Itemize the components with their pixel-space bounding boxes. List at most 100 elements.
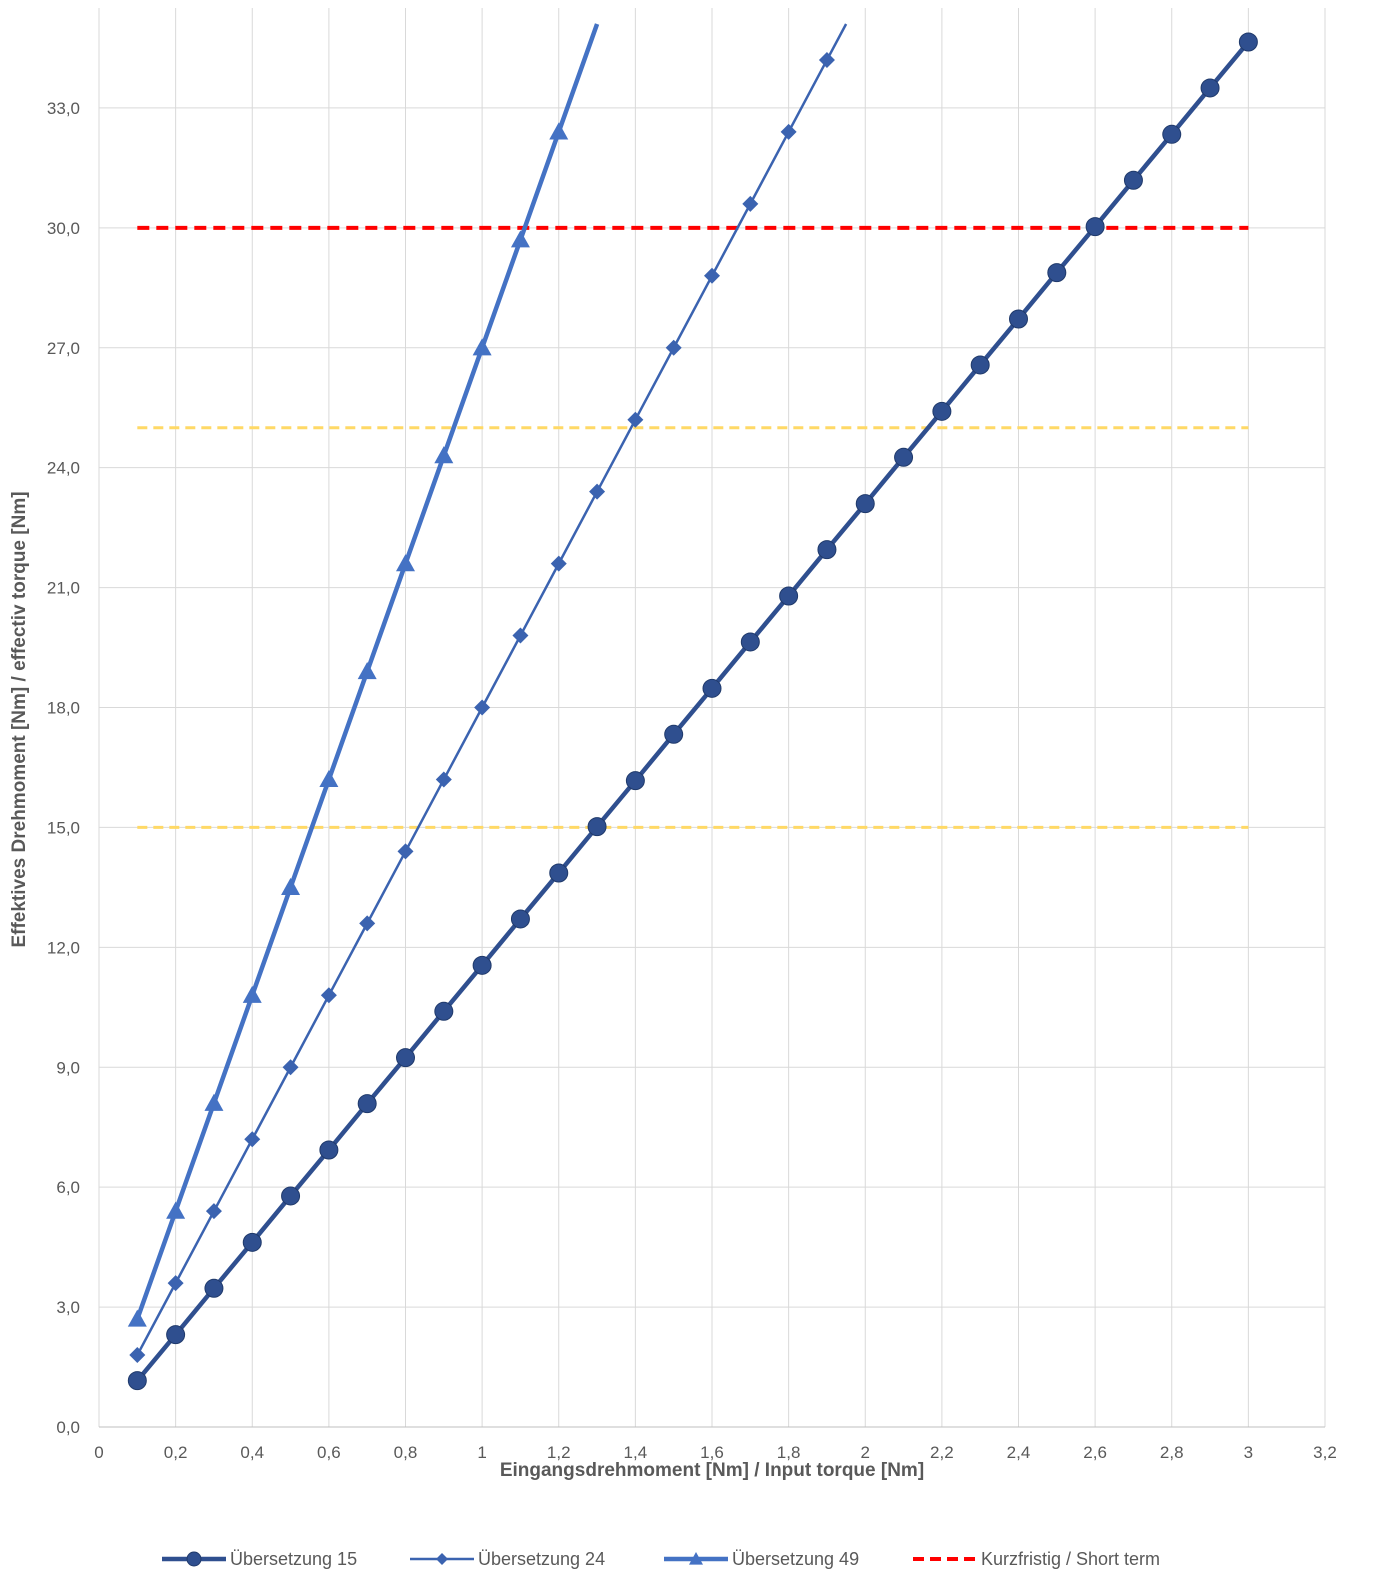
data-point-marker — [855, 494, 875, 514]
data-point-marker — [186, 1551, 202, 1567]
x-tick-label: 0,4 — [240, 1443, 264, 1462]
data-point-marker — [627, 411, 644, 428]
x-tick-label: 2,8 — [1160, 1443, 1184, 1462]
data-point-marker — [549, 122, 569, 140]
data-point-marker — [512, 627, 529, 644]
data-point-marker — [702, 678, 722, 698]
x-tick-label: 0,2 — [164, 1443, 188, 1462]
data-point-marker — [436, 1553, 448, 1565]
data-point-marker — [1123, 170, 1143, 190]
legend-item: Kurzfristig / Short term — [913, 1549, 1160, 1569]
x-tick-label: 1,2 — [547, 1443, 571, 1462]
series-group — [129, 23, 848, 1364]
data-point-marker — [472, 338, 492, 356]
data-point-marker — [359, 915, 376, 932]
data-point-marker — [396, 1048, 415, 1068]
series-line — [136, 23, 848, 1356]
data-point-marker — [1162, 124, 1182, 144]
x-axis-title: Eingangsdrehmoment [Nm] / Input torque [… — [500, 1460, 924, 1481]
x-tick-label: 1,4 — [624, 1443, 648, 1462]
data-point-marker — [1009, 309, 1028, 329]
data-point-marker — [357, 662, 377, 680]
data-point-marker — [894, 447, 914, 467]
data-point-marker — [320, 987, 337, 1004]
data-point-marker — [742, 195, 759, 212]
y-tick-label: 30,0 — [47, 219, 80, 238]
data-point-marker — [704, 267, 720, 284]
data-point-marker — [204, 1278, 224, 1298]
data-point-marker — [474, 699, 491, 716]
data-point-marker — [244, 1131, 261, 1148]
y-tick-label: 12,0 — [47, 938, 80, 957]
data-point-marker — [319, 769, 339, 788]
data-point-marker — [282, 1059, 299, 1076]
data-point-marker — [689, 1552, 703, 1565]
data-point-marker — [665, 339, 682, 356]
x-tick-label: 0,6 — [317, 1443, 341, 1462]
data-point-marker — [434, 446, 454, 464]
data-point-marker — [817, 540, 837, 560]
x-tick-label: 2 — [861, 1443, 870, 1462]
x-tick-label: 2,2 — [930, 1443, 954, 1462]
data-point-marker — [1238, 32, 1258, 52]
y-tick-label: 0,0 — [56, 1418, 80, 1437]
data-point-marker — [396, 554, 415, 572]
data-point-marker — [205, 1203, 222, 1220]
data-point-marker — [1047, 263, 1067, 283]
x-tick-label: 2,6 — [1083, 1443, 1107, 1462]
y-tick-label: 24,0 — [47, 459, 80, 478]
data-point-marker — [818, 51, 835, 68]
y-tick-label: 6,0 — [56, 1178, 80, 1197]
data-point-marker — [549, 863, 569, 883]
data-point-marker — [167, 1275, 184, 1292]
legend: Übersetzung 15 Übersetzung 24 Übersetzung … — [162, 1549, 1160, 1569]
data-point-marker — [1085, 217, 1105, 237]
y-tick-label: 15,0 — [47, 818, 80, 837]
series-layer — [127, 23, 1258, 1391]
data-point-marker — [587, 817, 607, 837]
data-point-marker — [127, 1309, 147, 1327]
legend-item: Übersetzung 24 — [410, 1549, 605, 1569]
data-point-marker — [319, 1140, 339, 1160]
data-point-marker — [1200, 78, 1220, 98]
data-point-marker — [780, 123, 797, 140]
y-tick-label: 18,0 — [47, 699, 80, 718]
y-tick-label: 3,0 — [56, 1298, 80, 1317]
data-point-marker — [281, 877, 301, 895]
x-tick-label: 3 — [1244, 1443, 1253, 1462]
reference-lines-layer — [137, 225, 1249, 829]
x-tick-label: 3,2 — [1313, 1443, 1337, 1462]
data-point-marker — [127, 1371, 147, 1391]
data-point-marker — [510, 230, 530, 248]
legend-label: Übersetzung 49 — [732, 1549, 859, 1569]
data-point-marker — [166, 1325, 186, 1345]
data-point-marker — [357, 1094, 377, 1114]
data-point-marker — [510, 909, 530, 929]
data-point-marker — [779, 586, 799, 606]
series-line — [135, 40, 1251, 1383]
x-tick-label: 1 — [477, 1443, 486, 1462]
y-tick-label: 9,0 — [56, 1058, 80, 1077]
data-point-marker — [550, 555, 567, 572]
x-tick-label: 1,8 — [777, 1443, 801, 1462]
x-tick-label: 0,8 — [394, 1443, 418, 1462]
series-group — [127, 32, 1258, 1391]
data-point-marker — [664, 724, 684, 744]
data-point-marker — [204, 1093, 224, 1111]
x-tick-label: 2,4 — [1007, 1443, 1031, 1462]
axis-layer: 0 0,2 0,4 0,6 0,8 1 1,2 1,4 1,6 1,8 2 2,2 2,4 2,6 2,8 3… — [47, 99, 1337, 1462]
data-point-marker — [740, 632, 760, 652]
y-axis-title: Effektives Drehmoment [Nm] / effectiv to… — [9, 491, 30, 947]
data-point-marker — [397, 843, 414, 860]
legend-item: Übersetzung 49 — [664, 1549, 859, 1569]
legend-label: Übersetzung 15 — [230, 1549, 357, 1569]
data-point-marker — [625, 771, 645, 791]
data-point-marker — [242, 1232, 262, 1252]
data-point-marker — [970, 355, 990, 375]
data-point-marker — [281, 1186, 301, 1206]
grid-layer — [98, 8, 1326, 1428]
legend-item: Übersetzung 15 — [162, 1549, 357, 1569]
data-point-marker — [435, 771, 452, 788]
